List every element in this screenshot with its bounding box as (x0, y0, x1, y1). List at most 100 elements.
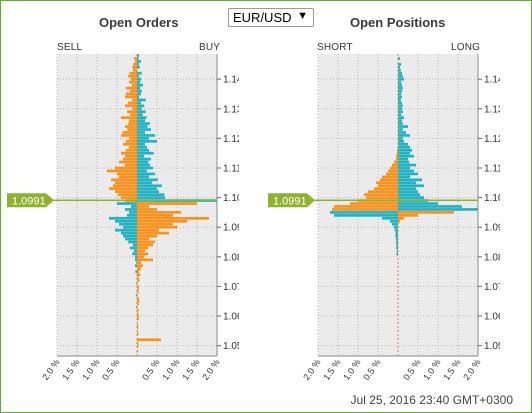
bar-left (394, 228, 398, 232)
bar-right (137, 276, 139, 279)
x-tick-label: 0.5 % (100, 357, 121, 382)
chevron-down-icon: ▼ (297, 10, 308, 22)
x-tick-label: 1.5 % (60, 357, 81, 382)
bar-right (137, 249, 145, 253)
long-label: LONG (451, 42, 481, 53)
bar-right (137, 341, 139, 345)
bar-left (128, 122, 137, 125)
bar-left (125, 95, 137, 99)
bar-left (132, 65, 137, 69)
bar-left (121, 196, 137, 199)
bar-left (395, 234, 398, 238)
bar-right (398, 190, 418, 194)
bar-left (131, 83, 137, 87)
bar-right (137, 302, 139, 306)
open-positions-title: Open Positions (350, 15, 446, 30)
bar-left (386, 172, 398, 176)
bar-left (378, 184, 398, 188)
y-tick-label: 1.0800 (484, 252, 500, 263)
bar-left (119, 175, 137, 179)
open-positions-chart: 1.1400 1.1300 1.1200 1.1100 1.1000 1.0900 1.08… (268, 54, 500, 382)
y-tick-label: 1.0800 (223, 252, 239, 263)
bar-left (117, 202, 137, 205)
bar-right (137, 338, 161, 342)
bar-right (398, 151, 410, 155)
bar-right (137, 134, 155, 137)
bar-right (398, 63, 402, 66)
bar-left (125, 86, 137, 90)
bar-right (398, 77, 404, 81)
bar-right (137, 243, 153, 247)
bar-right (137, 237, 149, 241)
bar-left (125, 125, 137, 128)
x-tick-label: 0.5 % (401, 357, 422, 382)
bar-right (398, 122, 403, 125)
bar-left (121, 151, 137, 155)
bar-left (125, 163, 137, 167)
bar-right (137, 228, 159, 232)
bar-right (398, 89, 402, 93)
bar-left (129, 71, 137, 75)
short-label: SHORT (317, 42, 353, 53)
bar-right (137, 107, 142, 111)
current-price-flag (7, 193, 54, 208)
y-tick-label: 1.1100 (223, 163, 239, 174)
y-tick-label: 1.1200 (484, 134, 500, 145)
bar-left (396, 151, 398, 155)
bar-right (137, 332, 139, 336)
bar-right (137, 92, 141, 96)
bar-right (398, 205, 462, 208)
bar-left (128, 240, 137, 244)
bar-right (137, 113, 143, 117)
bar-right (398, 95, 402, 99)
bar-left (334, 214, 398, 217)
bar-left (380, 178, 398, 182)
bar-left (132, 98, 137, 102)
bar-right (398, 219, 400, 223)
bar-right (398, 145, 410, 149)
bar-right (137, 116, 147, 120)
bar-right (137, 151, 154, 155)
bar-right (398, 148, 412, 152)
x-tick-label: 1.0 % (80, 357, 101, 382)
x-tick-label: 2.0 % (200, 357, 221, 382)
x-tick-label: 0.5 % (361, 357, 382, 382)
bar-right (137, 122, 150, 125)
currency-pair-select[interactable]: EUR/USD ▼ (228, 8, 314, 27)
bar-right (137, 169, 147, 173)
bar-left (129, 137, 137, 140)
bar-left (396, 157, 398, 161)
bar-right (137, 308, 139, 312)
y-tick-label: 1.0700 (484, 282, 500, 293)
bar-right (137, 187, 157, 191)
y-tick-label: 1.0600 (223, 312, 239, 323)
bar-left (364, 193, 398, 196)
bar-right (137, 288, 139, 291)
bar-right (398, 216, 404, 220)
bar-left (125, 139, 137, 143)
bar-right (137, 98, 146, 102)
bar-right (398, 119, 402, 122)
bar-right (398, 157, 408, 161)
bar-left (131, 77, 137, 81)
y-tick-label: 1.1300 (484, 104, 500, 115)
bar-right (137, 131, 145, 134)
bar-right (398, 74, 403, 78)
bar-right (398, 142, 408, 146)
bar-right (137, 154, 145, 158)
bar-left (395, 231, 398, 235)
bar-left (135, 293, 137, 297)
bar-right (398, 166, 410, 170)
bar-left (129, 113, 137, 117)
bar-right (398, 68, 401, 72)
bar-left (330, 211, 398, 214)
open-orders-chart: 1.1400 1.1300 1.1200 1.1100 1.1000 1.0900 1.08… (7, 54, 239, 382)
bar-right (137, 225, 177, 229)
bar-right (137, 202, 197, 205)
y-tick-label: 1.0900 (223, 223, 239, 234)
bar-right (137, 240, 155, 244)
x-tick-label: 2.0 % (40, 357, 61, 382)
bar-right (137, 77, 141, 81)
bar-left (133, 68, 137, 72)
